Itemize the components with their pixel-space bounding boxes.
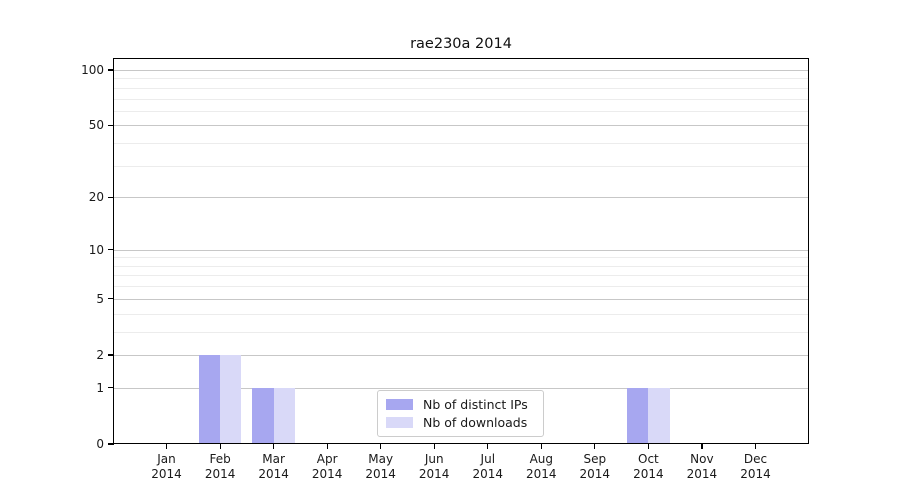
y-tick-label: 2 (96, 348, 104, 362)
x-tick-label: Jan 2014 (151, 452, 182, 481)
y-tick-mark (108, 443, 114, 445)
x-tick-mark (701, 444, 703, 449)
x-tick-mark (219, 444, 221, 449)
y-tick-mark (108, 387, 114, 389)
y-tick-mark (108, 354, 114, 356)
x-tick-mark (165, 444, 168, 449)
y-tick-label: 20 (88, 190, 104, 205)
gridline-minor (113, 286, 809, 288)
x-tick-mark (487, 444, 489, 449)
x-tick-mark (594, 444, 596, 449)
y-tick-label: 1 (96, 380, 104, 395)
y-tick-mark (108, 196, 114, 198)
legend-item: Nb of downloads (386, 415, 535, 430)
legend-swatch-icon (386, 417, 413, 428)
y-tick-label: 100 (81, 62, 104, 77)
gridline-minor (113, 165, 809, 167)
gridline-minor (113, 313, 809, 315)
gridline-major (113, 387, 809, 389)
x-tick-label: Nov 2014 (686, 452, 718, 481)
gridline-minor (113, 98, 809, 100)
gridline-minor (113, 78, 809, 80)
gridline-major (113, 249, 809, 251)
bar-distinct-ips-mar (252, 387, 274, 444)
gridline-minor (113, 257, 809, 259)
x-tick-mark (326, 444, 328, 449)
gridline-major (113, 355, 809, 356)
y-tick-mark (108, 69, 114, 71)
legend-item: Nb of distinct IPs (386, 397, 535, 412)
x-tick-label: Jun 2014 (418, 452, 450, 481)
y-tick-mark (108, 249, 114, 251)
legend: Nb of distinct IPs Nb of downloads (377, 390, 544, 437)
x-tick-mark (540, 444, 542, 449)
gridline-minor (113, 87, 809, 89)
x-tick-label: Dec 2014 (740, 452, 771, 481)
gridline-major (113, 125, 809, 127)
y-tick-mark (108, 124, 114, 126)
chart-title: rae230a 2014 (410, 36, 512, 52)
bar-downloads-feb (220, 355, 242, 444)
y-tick-label: 5 (96, 291, 104, 306)
x-tick-label: Mar 2014 (258, 452, 289, 481)
plot-area: Nb of distinct IPs Nb of downloads (113, 58, 809, 444)
x-tick-label: Apr 2014 (311, 452, 343, 481)
x-tick-label: Oct 2014 (633, 452, 664, 481)
x-tick-mark (380, 444, 382, 449)
x-tick-label: Sep 2014 (579, 452, 611, 481)
gridline-major (113, 298, 809, 300)
x-tick-mark (754, 444, 757, 449)
gridline-minor (113, 275, 809, 277)
gridline-minor (113, 265, 809, 267)
y-tick-label: 10 (88, 242, 104, 257)
y-tick-label: 0 (96, 437, 104, 451)
x-tick-mark (273, 444, 275, 449)
gridline-major (113, 69, 809, 71)
legend-label: Nb of distinct IPs (423, 397, 528, 412)
x-tick-label: Feb 2014 (204, 452, 236, 481)
bar-distinct-ips-feb (198, 355, 221, 444)
gridline-minor (113, 110, 809, 112)
gridline-minor (113, 331, 809, 333)
legend-swatch-icon (386, 399, 413, 410)
x-tick-label: May 2014 (365, 452, 396, 481)
x-tick-mark (433, 444, 435, 449)
gridline-major (113, 197, 809, 199)
x-tick-label: Aug 2014 (526, 452, 557, 481)
x-tick-mark (647, 444, 650, 449)
bar-distinct-ips-oct (627, 387, 649, 444)
y-tick-mark (108, 298, 114, 300)
gridline-minor (113, 143, 809, 144)
bar-downloads-oct (648, 387, 670, 444)
x-tick-label: Jul 2014 (472, 452, 504, 481)
bar-downloads-mar (273, 387, 295, 444)
legend-label: Nb of downloads (423, 415, 528, 430)
y-tick-label: 50 (88, 118, 104, 133)
